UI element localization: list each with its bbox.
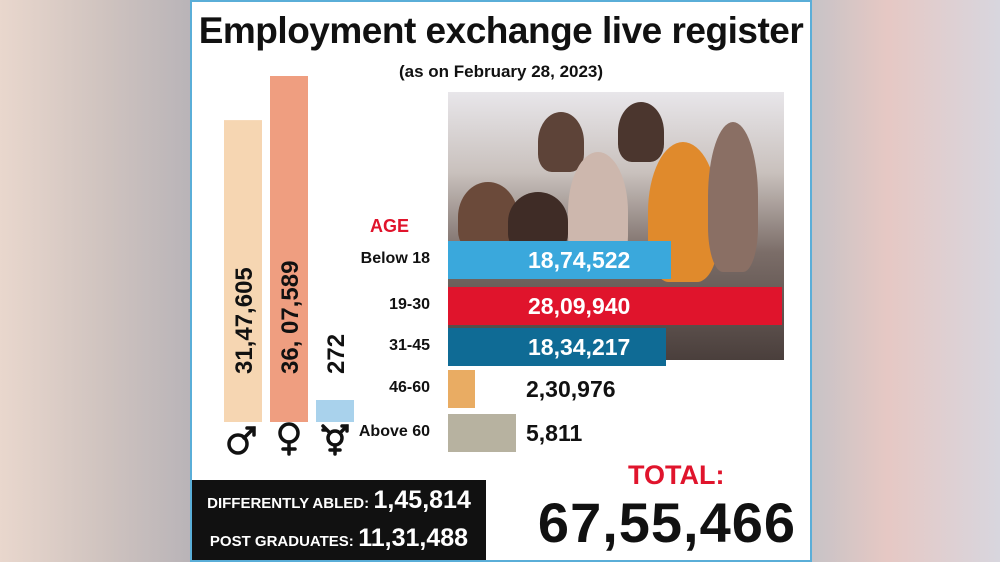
background-right [812, 0, 1000, 562]
transgender-icon [321, 424, 349, 456]
age-bar [448, 370, 476, 408]
age-value-label: 28,09,940 [528, 293, 631, 319]
female-icon [278, 422, 300, 456]
age-category-label: Above 60 [358, 423, 430, 440]
age-value-label: 5,811 [526, 420, 583, 446]
gender-bar [224, 120, 262, 422]
gender-bar [316, 400, 354, 422]
total-label: TOTAL: [628, 460, 725, 490]
background-left [0, 0, 190, 562]
gender-bar-chart: 31,47,605 36, 07,589 272 [224, 76, 354, 456]
male-icon [227, 426, 256, 455]
infographic-card: Employment exchange live register (as on… [190, 0, 812, 562]
age-bar [448, 414, 516, 452]
age-bar [448, 287, 782, 325]
age-value-label: 2,30,976 [526, 376, 616, 402]
page-title: Employment exchange live register [198, 10, 804, 51]
differently-abled-label: DIFFERENTLY ABLED: [207, 495, 370, 512]
age-category-label: 46-60 [389, 379, 430, 396]
summary-box: DIFFERENTLY ABLED: 1,45,814 POST GRADUAT… [192, 480, 486, 560]
age-value-label: 18,34,217 [528, 334, 631, 360]
post-graduates-label: POST GRADUATES: [209, 533, 354, 550]
differently-abled-row: DIFFERENTLY ABLED: 1,45,814 [192, 486, 486, 515]
gender-value-label: 31,47,605 [231, 267, 258, 374]
post-graduates-row: POST GRADUATES: 11,31,488 [192, 524, 486, 553]
age-chart-title: AGE [370, 216, 410, 236]
age-category-label: 19-30 [389, 296, 430, 313]
age-category-label: 31-45 [389, 337, 430, 354]
age-category-label: Below 18 [360, 250, 430, 267]
post-graduates-value: 11,31,488 [358, 524, 469, 552]
gender-bar [270, 76, 308, 422]
age-value-label: 18,74,522 [528, 247, 631, 273]
age-bar [448, 328, 667, 366]
differently-abled-value: 1,45,814 [373, 486, 471, 514]
gender-value-label: 272 [323, 334, 350, 374]
page-subtitle: (as on February 28, 2023) [398, 62, 604, 81]
age-bar [448, 241, 671, 279]
gender-value-label: 36, 07,589 [277, 261, 304, 374]
total-value: 67,55,466 [537, 491, 797, 554]
